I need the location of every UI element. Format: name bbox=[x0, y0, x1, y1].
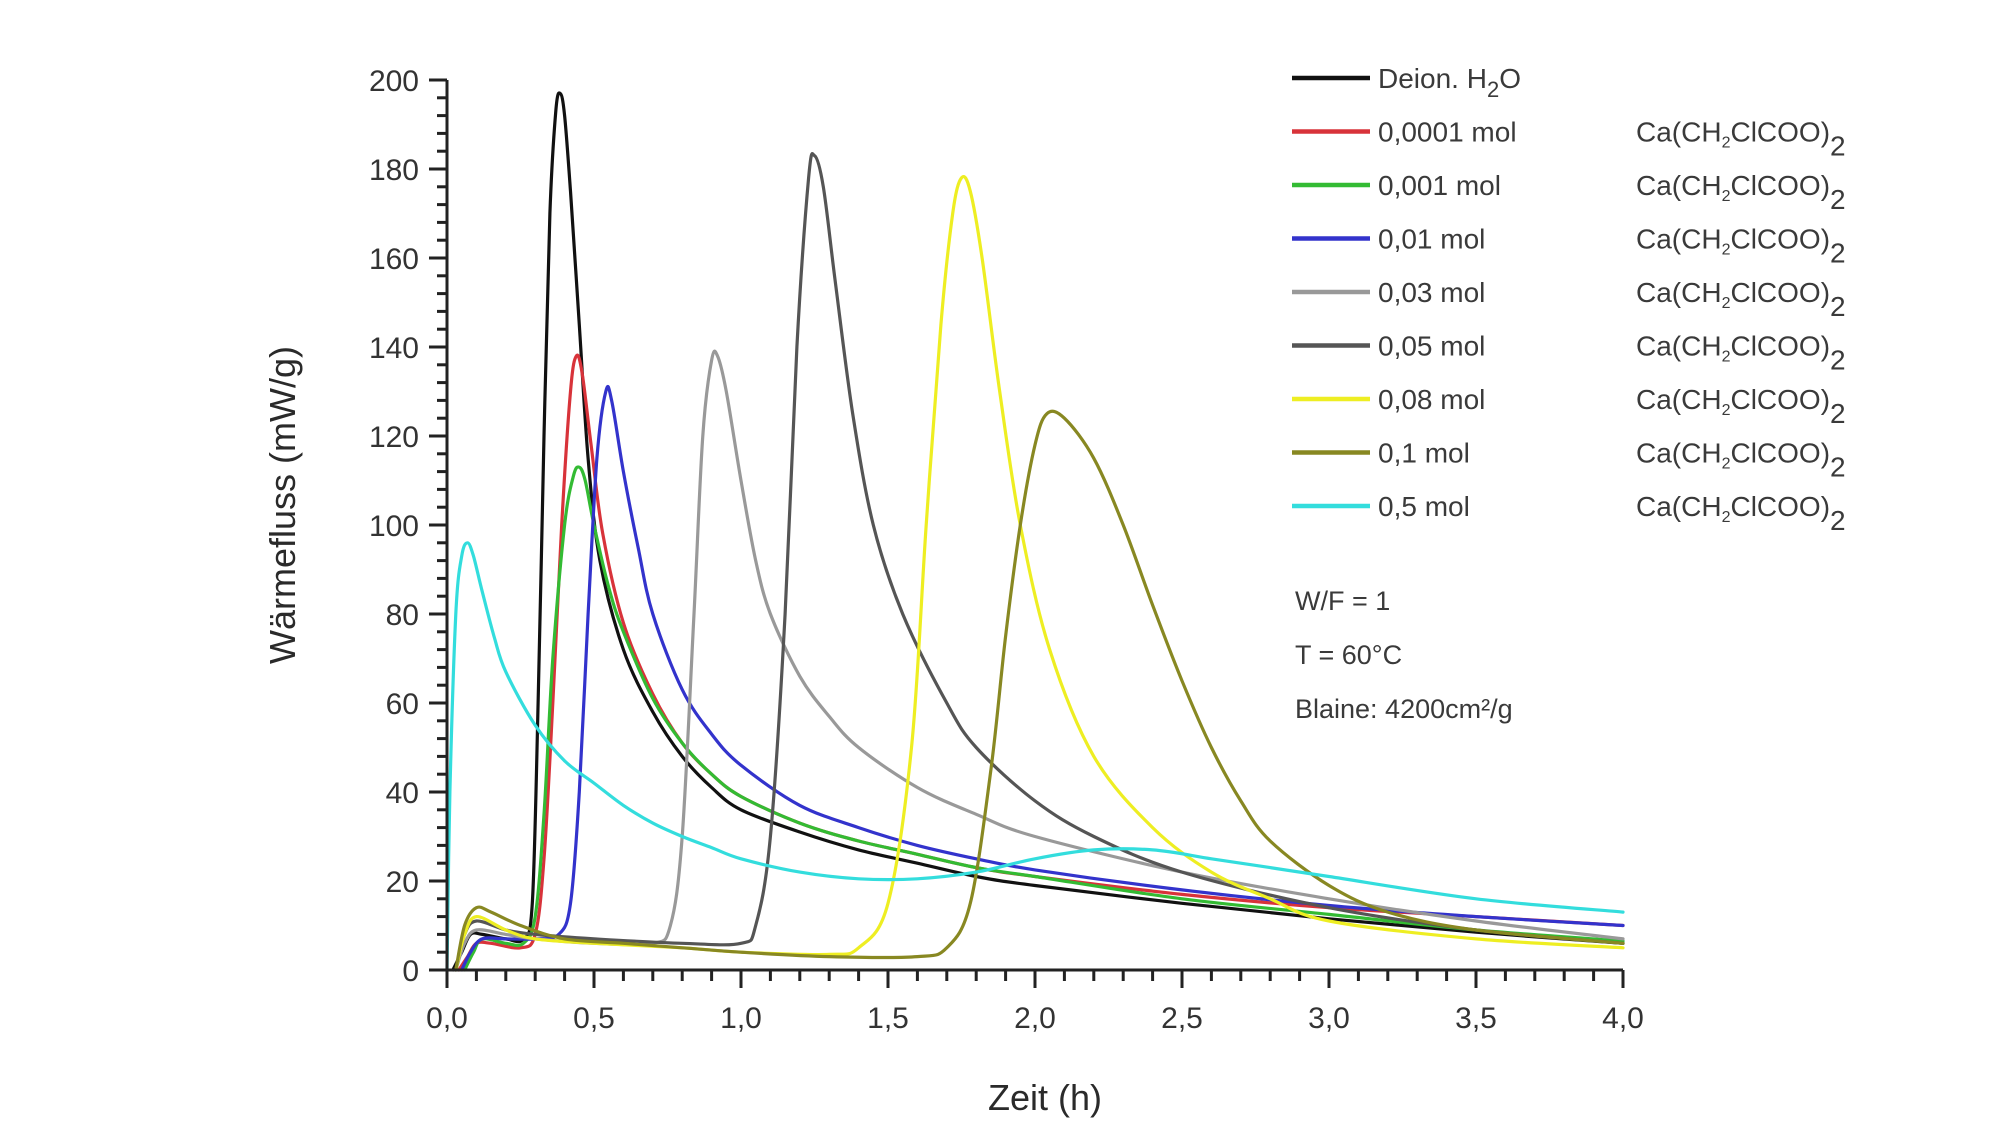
legend-label: Deion. H2O bbox=[1378, 63, 1521, 102]
annotation-text: Blaine: 4200cm²/g bbox=[1295, 694, 1513, 724]
x-ticks: 0,0 0,5 1,0 1,5 2,0 2,5 3,0 3,5 4,0 bbox=[426, 970, 1644, 1035]
series-line-7 bbox=[454, 409, 1625, 972]
y-tick-label: 0 bbox=[402, 955, 419, 988]
legend-compound: Ca(CH2ClCOO)2 bbox=[1636, 224, 1846, 269]
legend-label: 0,001 mol bbox=[1378, 170, 1501, 201]
x-tick-label: 0,0 bbox=[426, 1002, 468, 1035]
legend-compound: Ca(CH2ClCOO)2 bbox=[1636, 438, 1846, 483]
x-axis-title: Zeit (h) bbox=[988, 1077, 1102, 1118]
plot-lines bbox=[445, 91, 1625, 972]
y-tick-label: 40 bbox=[386, 777, 419, 810]
y-tick-label: 60 bbox=[386, 688, 419, 721]
series-line-8 bbox=[445, 541, 1625, 972]
x-tick-label: 2,5 bbox=[1161, 1002, 1203, 1035]
series-line-2 bbox=[463, 465, 1625, 972]
annotation-text: W/F = 1 bbox=[1295, 586, 1390, 616]
series-line-3 bbox=[460, 384, 1625, 972]
y-tick-label: 140 bbox=[369, 332, 419, 365]
y-tick-label: 100 bbox=[369, 510, 419, 543]
series-line-5 bbox=[454, 152, 1625, 972]
y-tick-label: 200 bbox=[369, 65, 419, 98]
y-axis-title: Wärmefluss (mW/g) bbox=[262, 346, 303, 664]
annotations: W/F = 1 T = 60°C Blaine: 4200cm²/g bbox=[1295, 586, 1513, 724]
legend-label: 0,5 mol bbox=[1378, 491, 1470, 522]
legend-label: 0,03 mol bbox=[1378, 277, 1485, 308]
axes: 0,0 0,5 1,0 1,5 2,0 2,5 3,0 3,5 4,0 0 20 40 60 80 100… bbox=[369, 65, 1644, 1035]
y-tick-label: 120 bbox=[369, 421, 419, 454]
y-tick-label: 80 bbox=[386, 599, 419, 632]
x-tick-label: 3,5 bbox=[1455, 1002, 1497, 1035]
x-tick-label: 1,5 bbox=[867, 1002, 909, 1035]
legend-label: 0,08 mol bbox=[1378, 384, 1485, 415]
legend-compound: Ca(CH2ClCOO)2 bbox=[1636, 384, 1846, 429]
legend: Deion. H2O 0,0001 mol Ca(CH2ClCOO)2 0,001 m… bbox=[1292, 63, 1846, 536]
y-ticks: 0 20 40 60 80 100 120 140 160 180 200 bbox=[369, 65, 447, 988]
x-tick-label: 3,0 bbox=[1308, 1002, 1350, 1035]
x-tick-label: 2,0 bbox=[1014, 1002, 1056, 1035]
legend-compound: Ca(CH2ClCOO)2 bbox=[1636, 170, 1846, 215]
annotation-text: T = 60°C bbox=[1295, 640, 1402, 670]
series-line-0 bbox=[451, 91, 1625, 972]
legend-label: 0,0001 mol bbox=[1378, 117, 1517, 148]
legend-label: 0,01 mol bbox=[1378, 224, 1485, 255]
series-line-1 bbox=[457, 353, 1625, 972]
legend-compound: Ca(CH2ClCOO)2 bbox=[1636, 117, 1846, 162]
legend-label: 0,1 mol bbox=[1378, 438, 1470, 469]
y-tick-label: 160 bbox=[369, 243, 419, 276]
legend-compound: Ca(CH2ClCOO)2 bbox=[1636, 331, 1846, 376]
x-tick-label: 4,0 bbox=[1602, 1002, 1644, 1035]
legend-compound: Ca(CH2ClCOO)2 bbox=[1636, 491, 1846, 536]
y-tick-label: 20 bbox=[386, 866, 419, 899]
y-tick-label: 180 bbox=[369, 154, 419, 187]
legend-label: 0,05 mol bbox=[1378, 331, 1485, 362]
legend-compound: Ca(CH2ClCOO)2 bbox=[1636, 277, 1846, 322]
x-tick-label: 1,0 bbox=[720, 1002, 762, 1035]
x-tick-label: 0,5 bbox=[573, 1002, 615, 1035]
